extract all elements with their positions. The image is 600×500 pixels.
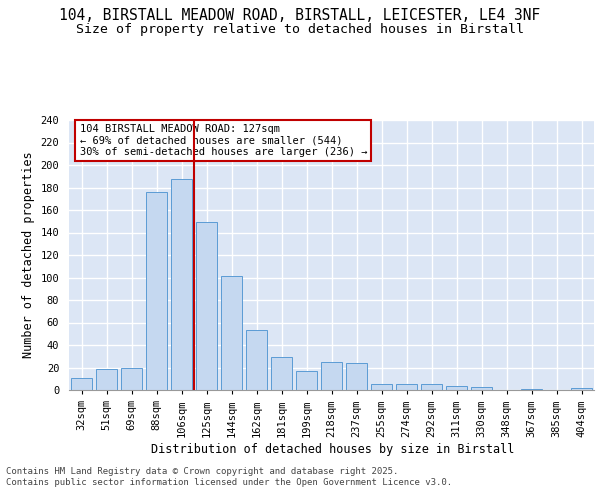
Bar (196, 222, 217, 390)
Bar (71, 378, 92, 390)
Bar (571, 388, 592, 390)
Text: 104 BIRSTALL MEADOW ROAD: 127sqm
← 69% of detached houses are smaller (544)
30% : 104 BIRSTALL MEADOW ROAD: 127sqm ← 69% o… (79, 124, 367, 157)
Bar (296, 371, 317, 390)
Text: Size of property relative to detached houses in Birstall: Size of property relative to detached ho… (76, 22, 524, 36)
Bar (446, 386, 467, 390)
Bar (271, 358, 292, 390)
Bar (321, 362, 342, 390)
Bar (146, 192, 167, 390)
Bar (521, 389, 542, 390)
Bar (396, 384, 417, 390)
Bar (371, 384, 392, 390)
Bar (171, 178, 192, 390)
Text: Distribution of detached houses by size in Birstall: Distribution of detached houses by size … (151, 442, 515, 456)
Bar (221, 276, 242, 390)
Text: Contains HM Land Registry data © Crown copyright and database right 2025.
Contai: Contains HM Land Registry data © Crown c… (6, 468, 452, 487)
Bar (246, 330, 267, 390)
Bar (471, 386, 492, 390)
Bar (121, 368, 142, 390)
Bar (421, 384, 442, 390)
Bar (346, 363, 367, 390)
Y-axis label: Number of detached properties: Number of detached properties (22, 152, 35, 358)
Bar (96, 368, 117, 390)
Text: 104, BIRSTALL MEADOW ROAD, BIRSTALL, LEICESTER, LE4 3NF: 104, BIRSTALL MEADOW ROAD, BIRSTALL, LEI… (59, 8, 541, 22)
